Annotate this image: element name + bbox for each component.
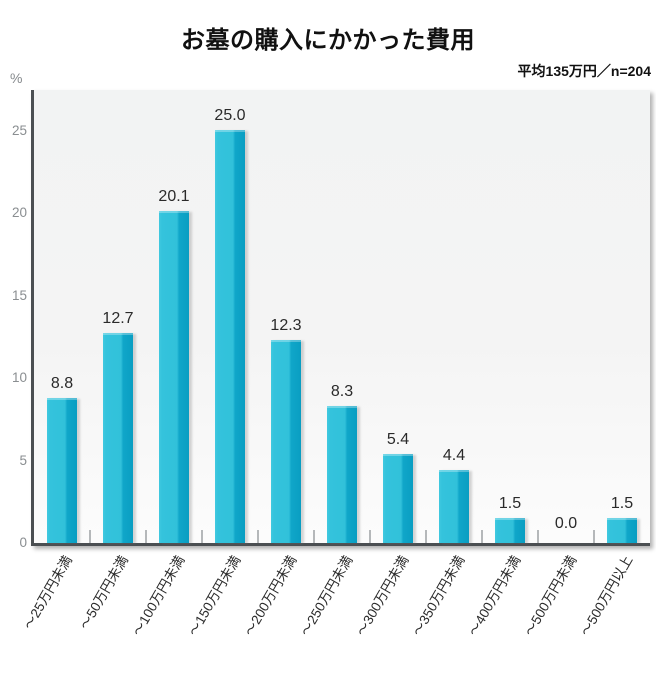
bar-value-label: 1.5 [498, 495, 522, 512]
x-axis-boundary-tick [537, 530, 539, 543]
x-tick-label: 〜50万円未満 [77, 553, 132, 632]
x-tick-label: 〜400万円未満 [465, 553, 524, 639]
x-axis-boundary-tick [481, 530, 483, 543]
bar-value-label: 0.0 [554, 515, 578, 532]
y-tick-label: 20 [11, 205, 27, 220]
bar-value-label: 20.1 [158, 188, 190, 205]
x-tick-label: 〜150万円未満 [185, 553, 244, 639]
plot-area: 8.8 12.7 20.1 25.0 12.3 8.3 5.4 4.4 1.5 0.0 1.5 [31, 90, 650, 546]
y-axis-unit-label: % [10, 70, 23, 86]
chart-note-average-n: 平均135万円／n=204 [517, 63, 651, 79]
bar-value-label: 12.7 [102, 310, 134, 327]
x-tick-label: 〜500万円以上 [577, 553, 636, 639]
x-tick-label: 〜200万円未満 [241, 553, 300, 639]
bar-value-label: 8.8 [50, 375, 74, 392]
bar-value-label: 5.4 [386, 431, 410, 448]
bar [103, 333, 133, 543]
x-tick-label: 〜500万円未満 [521, 553, 580, 639]
bar-value-label: 4.4 [442, 447, 466, 464]
y-tick-label: 5 [19, 452, 27, 468]
x-axis-boundary-tick [89, 530, 91, 543]
bar [495, 518, 525, 543]
bar [607, 518, 637, 543]
bar-value-label: 1.5 [610, 495, 634, 512]
y-tick-label: 10 [11, 370, 27, 385]
x-axis-boundary-tick [593, 530, 595, 543]
bar-value-label: 8.3 [330, 383, 354, 400]
x-tick-label: 〜300万円未満 [353, 553, 412, 639]
bar-value-label: 25.0 [214, 107, 246, 124]
x-axis-boundary-tick [369, 530, 371, 543]
x-tick-label: 〜350万円未満 [409, 553, 468, 639]
bar [47, 398, 77, 543]
x-axis-boundary-tick [145, 530, 147, 543]
bar [383, 454, 413, 543]
y-tick-label: 15 [11, 287, 27, 303]
y-tick-label: 25 [11, 122, 27, 138]
x-axis-boundary-tick [425, 530, 427, 543]
x-axis-boundary-tick [313, 530, 315, 543]
bar [327, 406, 357, 543]
bar [215, 130, 245, 543]
bar [439, 470, 469, 543]
x-axis-boundary-tick [201, 530, 203, 543]
x-tick-label: 〜250万円未満 [297, 553, 356, 639]
bar [271, 340, 301, 543]
x-tick-label: 〜25万円未満 [21, 553, 76, 632]
bar [159, 211, 189, 543]
bar-value-label: 12.3 [270, 317, 302, 334]
x-axis-boundary-tick [257, 530, 259, 543]
chart-title: お墓の購入にかかった費用 [181, 27, 475, 54]
y-tick-label: 0 [19, 535, 27, 550]
x-tick-label: 〜100万円未満 [129, 553, 188, 639]
